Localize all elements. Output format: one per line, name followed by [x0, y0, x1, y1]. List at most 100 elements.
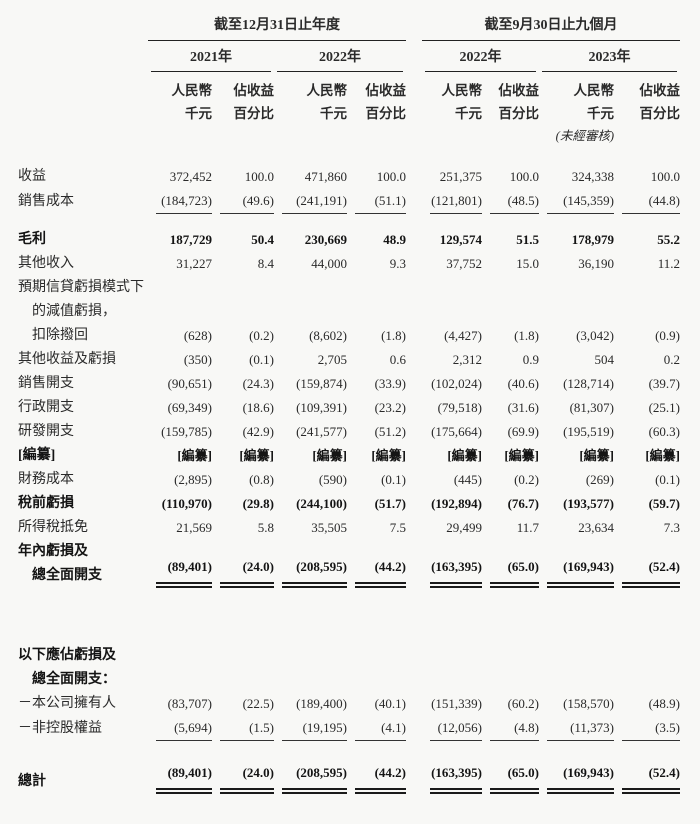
table-row: 財務成本 (2,895) (0.8) (590) (0.1) (445) (0.2) (269…: [0, 468, 680, 492]
cell-value: (0.2): [249, 328, 274, 343]
year-label-2023-9m: 2023年: [542, 48, 677, 72]
cell-value: (29.8): [242, 496, 274, 511]
cell-value: 21,569: [176, 520, 212, 535]
subheader-row: 人民幣 千元 佔收益 百分比 人民幣 千元 佔收益 百分比 人民幣 千元 佔收益 百分比 人民幣 千元 佔收…: [0, 72, 681, 125]
table-row: 毛利 187,729 50.4 230,669 48.9 129,574 51.5 178,9…: [0, 228, 680, 252]
cell-value: (169,943): [539, 540, 614, 588]
cell-value: (3.5): [614, 716, 680, 741]
cell-value: (0.1): [381, 472, 406, 487]
cell-value: (184,723): [148, 189, 212, 214]
table-row: 總計 (89,401) (24.0) (208,595) (44.2) (163,395)…: [0, 761, 680, 794]
cell-value: 100.0: [376, 169, 406, 184]
cell-value: (12,056): [422, 716, 482, 741]
cell-value: [614, 644, 680, 692]
table-row: 銷售開支 (90,651) (24.3) (159,874) (33.9) (102,02…: [0, 372, 680, 396]
column-header: 佔收益 百分比: [498, 83, 540, 121]
cell-value: (628): [183, 328, 212, 343]
table-row: －非控股權益 (5,694) (1.5) (19,195) (4.1) (12,056)(…: [0, 716, 680, 741]
year-header-row: 2021年 2022年 2022年 2023年: [0, 41, 680, 72]
table-row: 研發開支 (159,785) (42.9) (241,577) (51.2) (175,6…: [0, 420, 680, 444]
cell-value: (5,694): [148, 716, 212, 741]
cell-value: (4,427): [444, 328, 482, 343]
cell-value: (60.3): [648, 424, 680, 439]
cell-value: (79,518): [437, 400, 482, 415]
table-row: 收益 372,452 100.0 471,860 100.0 251,375 100.0 32…: [0, 165, 680, 189]
unaudited-note-row: (未經審核): [0, 125, 680, 147]
cell-value: (60.2): [507, 696, 539, 711]
cell-value: [422, 644, 482, 692]
cell-value: (81,307): [569, 400, 614, 415]
cell-value: 44,000: [311, 256, 347, 271]
cell-value: (169,943): [539, 761, 614, 794]
cell-value: [編纂]: [645, 448, 680, 463]
cell-value: 2,312: [452, 352, 482, 367]
cell-value: (59.7): [648, 496, 680, 511]
row-label: 其他收益及虧損: [18, 352, 116, 367]
row-label: 毛利: [18, 232, 46, 247]
cell-value: (48.9): [648, 696, 680, 711]
cell-value: [編纂]: [504, 448, 539, 463]
cell-value: 0.9: [522, 352, 539, 367]
cell-value: (189,400): [296, 696, 347, 711]
cell-value: [148, 644, 212, 692]
financial-table: 截至12月31日止年度 截至9月30日止九個月 2021年 2022年 2022…: [0, 10, 680, 794]
column-header: 佔收益 百分比: [233, 83, 275, 121]
cell-value: (69.9): [507, 424, 539, 439]
cell-value: (19,195): [274, 716, 347, 741]
cell-value: (18.6): [242, 400, 274, 415]
column-header: 佔收益 百分比: [365, 83, 407, 121]
cell-value: [編纂]: [579, 448, 614, 463]
row-label: －非控股權益: [18, 721, 102, 736]
cell-value: (192,894): [431, 496, 482, 511]
cell-value: (102,024): [431, 376, 482, 391]
cell-value: (1.5): [212, 716, 274, 741]
row-label: 所得稅抵免: [18, 520, 88, 535]
row-label: 其他收入: [18, 256, 74, 271]
cell-value: 9.3: [389, 256, 406, 271]
period-header-row: 截至12月31日止年度 截至9月30日止九個月: [0, 10, 680, 41]
cell-value: [274, 644, 347, 692]
cell-value: 178,979: [571, 232, 614, 247]
cell-value: 15.0: [516, 256, 539, 271]
cell-value: (4.8): [482, 716, 539, 741]
cell-value: (0.8): [249, 472, 274, 487]
cell-value: (244,100): [296, 496, 347, 511]
cell-value: (1.8): [514, 328, 539, 343]
cell-value: (208,595): [274, 761, 347, 794]
cell-value: 5.8: [257, 520, 274, 535]
row-label: 財務成本: [18, 472, 74, 487]
cell-value: 37,752: [446, 256, 482, 271]
cell-value: (0.9): [655, 328, 680, 343]
cell-value: (65.0): [482, 761, 539, 794]
table-row: 年內虧損及 總全面開支 (89,401) (24.0) (208,595) (44.2) (…: [0, 540, 680, 588]
cell-value: (24.0): [212, 761, 274, 794]
cell-value: 36,190: [578, 256, 614, 271]
row-label: 稅前虧損: [18, 496, 74, 511]
cell-value: (51.7): [374, 496, 406, 511]
year-label-2022-9m: 2022年: [425, 48, 536, 72]
cell-value: (159,785): [161, 424, 212, 439]
cell-value: (24.3): [242, 376, 274, 391]
cell-value: (24.0): [212, 540, 274, 588]
cell-value: 48.9: [383, 232, 406, 247]
cell-value: (175,664): [431, 424, 482, 439]
cell-value: (89,401): [148, 540, 212, 588]
cell-value: (51.1): [347, 189, 406, 214]
cell-value: [347, 644, 406, 692]
cell-value: 11.2: [657, 256, 680, 271]
table-row: 其他收益及虧損 (350) (0.1) 2,705 0.6 2,312 0.9 504 0.2: [0, 348, 680, 372]
cell-value: (44.8): [614, 189, 680, 214]
cell-value: 50.4: [251, 232, 274, 247]
cell-value: (0.2): [514, 472, 539, 487]
cell-value: 504: [594, 352, 615, 367]
row-label: 研發開支: [18, 424, 74, 439]
cell-value: (163,395): [422, 540, 482, 588]
table-row: [編纂] [編纂] [編纂] [編纂] [編纂] [編纂] [編纂] [編纂] [編纂]: [0, 444, 680, 468]
row-label: [編纂]: [18, 448, 56, 463]
row-label: 預期信貸虧損模式下 的減值虧損， 扣除撥回: [18, 280, 144, 343]
row-label: 以下應佔虧損及 總全面開支：: [18, 648, 116, 687]
cell-value: 0.6: [389, 352, 406, 367]
cell-value: (1.8): [381, 328, 406, 343]
row-label: 行政開支: [18, 400, 74, 415]
cell-value: [212, 644, 274, 692]
